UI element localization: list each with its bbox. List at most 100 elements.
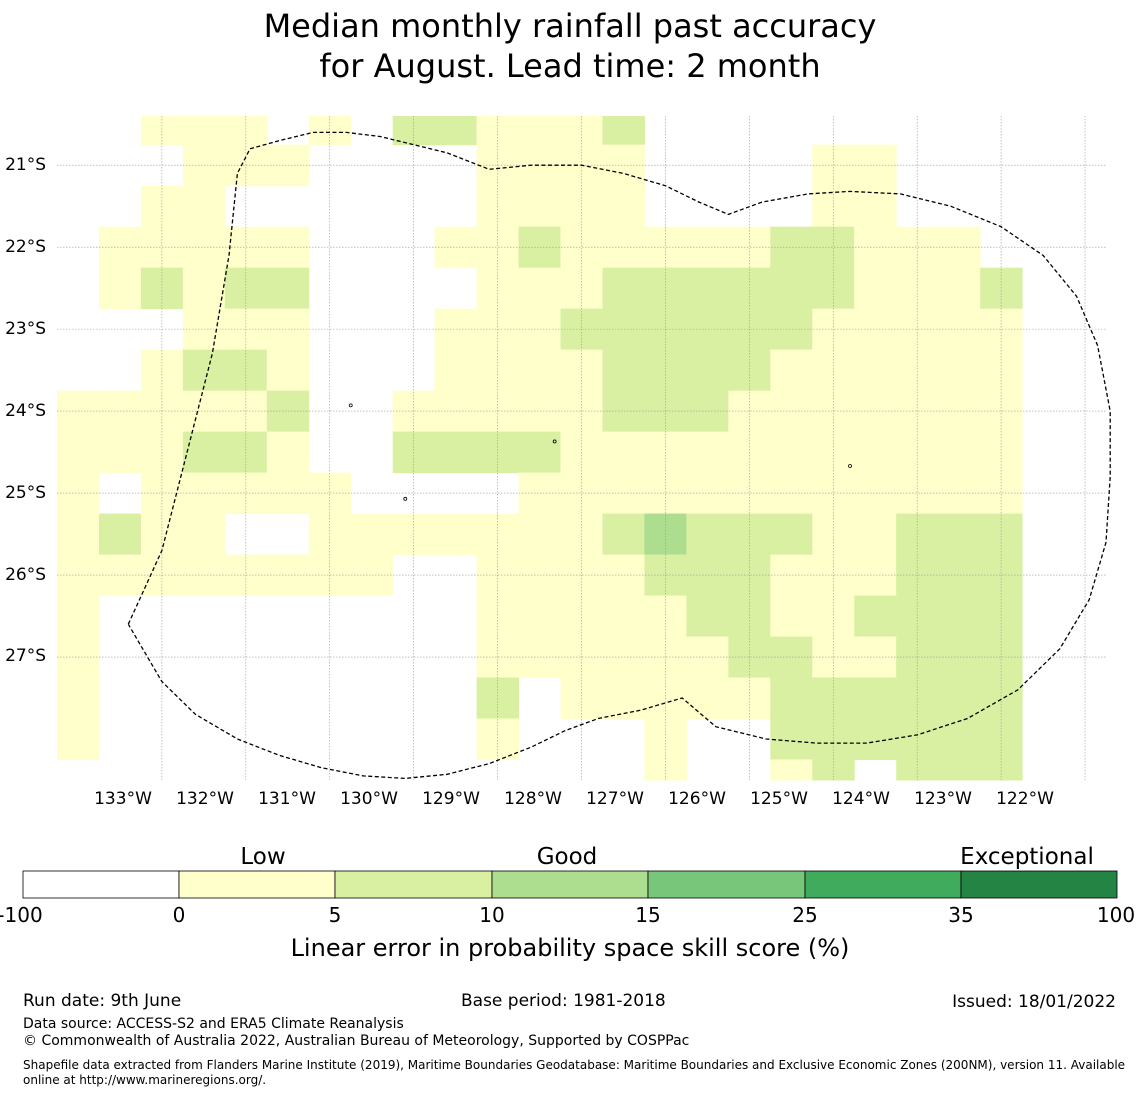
skill-cell (434, 431, 478, 474)
skill-cell (686, 554, 729, 597)
colorbar-tick: 10 (479, 903, 505, 927)
skill-cell (728, 349, 771, 392)
skill-cell (602, 677, 645, 720)
skill-cell (182, 267, 226, 310)
skill-cell (854, 226, 897, 269)
lat-label: 23°S (5, 319, 46, 339)
skill-cell (434, 349, 478, 392)
skill-cell (686, 513, 729, 556)
skill-cell (98, 513, 142, 556)
skill-cell (518, 226, 562, 269)
skill-cell (602, 185, 645, 228)
skill-cell (770, 595, 813, 638)
lat-label: 21°S (5, 155, 46, 175)
lat-label: 25°S (5, 483, 46, 503)
skill-cell (686, 349, 729, 392)
skill-cell (896, 718, 939, 761)
colorbar-tick: 25 (792, 903, 818, 927)
skill-cell (602, 636, 645, 679)
colorbar-segment (804, 870, 962, 899)
colorbar-tick: 0 (172, 903, 186, 927)
skill-cell (812, 226, 855, 269)
skill-cell (644, 349, 687, 392)
skill-cell (686, 636, 729, 679)
skill-cell (854, 595, 897, 638)
island-marker (348, 403, 353, 408)
skill-cell (854, 267, 897, 310)
skill-cell (602, 513, 645, 556)
skill-cell (770, 677, 813, 720)
skill-cell (602, 595, 645, 638)
island-marker (403, 496, 408, 501)
skill-cell (224, 349, 268, 392)
skill-cell (980, 718, 1023, 761)
skill-cell (938, 554, 981, 597)
skill-cell (57, 595, 100, 638)
skill-cell (770, 636, 813, 679)
skill-cell (518, 636, 562, 679)
skill-cell (266, 431, 310, 474)
legend-category-good: Good (536, 844, 598, 870)
skill-cell (854, 513, 897, 556)
skill-cell (854, 308, 897, 351)
colorbar-tick: 5 (328, 903, 342, 927)
shapefile-credit: Shapefile data extracted from Flanders M… (23, 1058, 1126, 1087)
skill-cell (938, 390, 981, 433)
lon-label: 125°W (750, 789, 808, 809)
skill-cell (266, 349, 310, 392)
lon-label: 124°W (832, 789, 890, 809)
skill-cell (770, 349, 813, 392)
skill-cell (518, 595, 562, 638)
issued-date: Issued: 18/01/2022 (952, 992, 1116, 1012)
skill-cell (980, 472, 1023, 515)
skill-cell (770, 267, 813, 310)
skill-cell (644, 472, 687, 515)
skill-cell (98, 267, 142, 310)
skill-cell (518, 472, 562, 515)
skill-cell (140, 349, 184, 392)
skill-cell (896, 349, 939, 392)
skill-cell (770, 513, 813, 556)
skill-cell (57, 677, 100, 720)
skill-cell (728, 472, 771, 515)
eez-boundary (127, 131, 1111, 780)
skill-cell (602, 226, 645, 269)
skill-cell (518, 431, 562, 474)
skill-cell (770, 718, 813, 761)
skill-cell (602, 116, 645, 146)
island-marker (552, 439, 557, 444)
lon-label: 130°W (340, 789, 398, 809)
skill-cell (854, 431, 897, 474)
skill-cell (854, 636, 897, 679)
skill-cell (812, 718, 855, 761)
skill-cell (518, 267, 562, 310)
lon-label: 131°W (258, 789, 316, 809)
skill-cell (686, 677, 729, 720)
colorbar-label: Linear error in probability space skill … (290, 934, 850, 962)
colorbar-segment (960, 870, 1118, 899)
skill-cell (57, 431, 100, 474)
skill-cell (518, 308, 562, 351)
skill-cell (770, 472, 813, 515)
skill-grid (57, 116, 1023, 781)
lat-label: 26°S (5, 565, 46, 585)
skill-cell (57, 718, 100, 761)
skill-cell (518, 349, 562, 392)
skill-cell (602, 144, 645, 187)
skill-cell (854, 554, 897, 597)
skill-cell (854, 144, 897, 187)
skill-cell (518, 185, 562, 228)
skill-cell (686, 390, 729, 433)
skill-cell (770, 226, 813, 269)
skill-cell (728, 595, 771, 638)
skill-cell (182, 431, 226, 474)
skill-cell (686, 267, 729, 310)
skill-cell (602, 349, 645, 392)
skill-cell (896, 226, 939, 269)
skill-cell (518, 554, 562, 597)
skill-cell (938, 472, 981, 515)
skill-cell (602, 431, 645, 474)
skill-cell (686, 308, 729, 351)
skill-cell (854, 349, 897, 392)
skill-cell (854, 390, 897, 433)
